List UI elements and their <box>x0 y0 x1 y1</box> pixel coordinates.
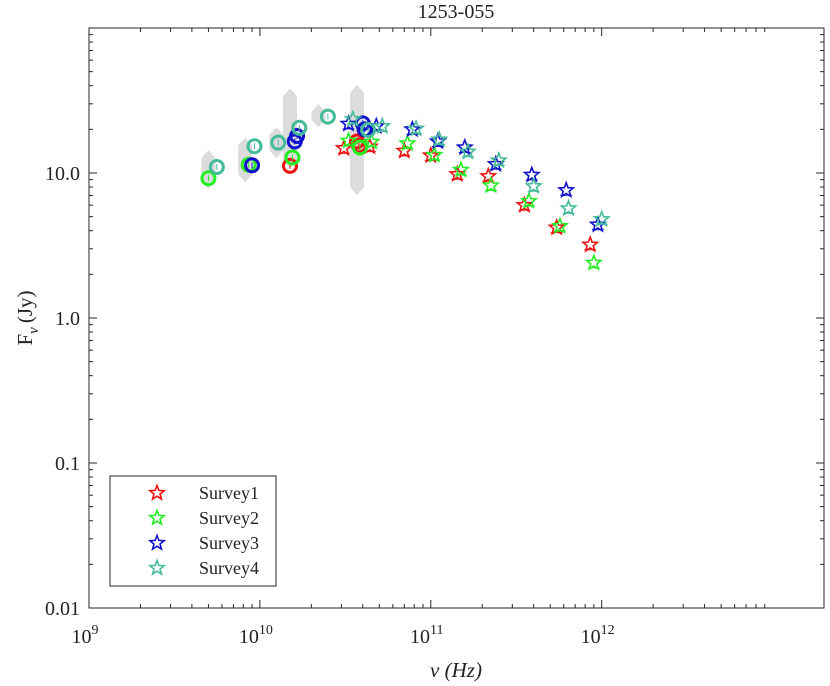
legend-star-survey1 <box>147 483 167 501</box>
star-survey3-7 <box>556 180 576 199</box>
star-survey4-0 <box>343 109 363 128</box>
star-survey2-2 <box>398 133 417 152</box>
star-survey4-3 <box>429 129 449 148</box>
circle-survey4-2 <box>270 134 287 151</box>
axis-ticks: 109 1010 1011 1012 0.01 0.1 1.0 10.0 <box>45 28 824 648</box>
circle-survey2-2 <box>284 149 301 166</box>
legend-star-survey2 <box>147 508 167 526</box>
star-survey2-5 <box>481 175 501 194</box>
x-tick-label-0: 109 <box>72 623 99 648</box>
star-survey3-8 <box>588 214 608 233</box>
legend-label-survey3: Survey3 <box>199 533 259 553</box>
circle-survey4-3 <box>291 119 308 136</box>
circle-survey4-5 <box>360 121 377 138</box>
star-survey2-3 <box>425 145 444 163</box>
circle-survey3-0 <box>244 157 261 174</box>
star-survey3-0 <box>339 114 358 132</box>
x-axis-label: ν (Hz) <box>430 658 482 682</box>
circle-survey4-0 <box>208 158 225 175</box>
star-survey4-5 <box>489 150 509 169</box>
star-survey2-4 <box>451 160 471 178</box>
circle-survey4-4 <box>319 108 336 125</box>
y-tick-label-2: 1.0 <box>55 308 80 330</box>
circle-survey2-0 <box>200 170 217 187</box>
star-survey1-5 <box>479 166 498 185</box>
circle-survey3-2 <box>289 127 306 144</box>
x-tick-label-3: 1012 <box>581 623 615 648</box>
x-tick-label-1: 1010 <box>239 623 273 648</box>
legend-label-survey1: Survey1 <box>199 483 259 503</box>
star-survey2-1 <box>362 132 381 150</box>
star-survey1-6 <box>515 195 534 214</box>
y-tick-label-0: 0.01 <box>45 598 80 620</box>
legend: Survey1 Survey2 Survey3 Survey4 <box>109 475 277 587</box>
star-survey3-6 <box>522 165 542 183</box>
star-survey4-4 <box>458 142 478 160</box>
star-survey2-0 <box>339 130 358 149</box>
star-survey4-2 <box>406 118 426 137</box>
star-survey3-4 <box>455 137 474 156</box>
legend-label-survey2: Survey2 <box>199 508 259 528</box>
legend-label-survey4: Survey4 <box>199 558 259 578</box>
star-survey2-6 <box>519 191 539 209</box>
star-survey4-8 <box>592 209 611 228</box>
star-survey4-7 <box>559 198 578 217</box>
x-tick-label-2: 1011 <box>410 623 443 648</box>
chart-title: 1253-055 <box>418 1 495 23</box>
y-tick-label-1: 0.1 <box>55 453 80 475</box>
star-survey1-8 <box>580 235 600 253</box>
legend-box <box>109 475 277 587</box>
y-axis-label: Fν(Jy) <box>13 290 42 345</box>
legend-star-survey4 <box>147 558 167 576</box>
star-survey1-4 <box>448 164 467 183</box>
circle-survey4-1 <box>246 138 263 155</box>
star-survey2-7 <box>550 216 570 235</box>
circle-survey1-0 <box>281 157 298 174</box>
star-survey4-6 <box>524 176 543 195</box>
legend-star-survey3 <box>147 533 167 551</box>
data-marks <box>200 108 611 271</box>
grey-band-0 <box>201 150 216 189</box>
star-survey4-1 <box>372 116 392 135</box>
star-survey2-8 <box>584 253 604 271</box>
y-tick-label-3: 10.0 <box>45 163 80 185</box>
